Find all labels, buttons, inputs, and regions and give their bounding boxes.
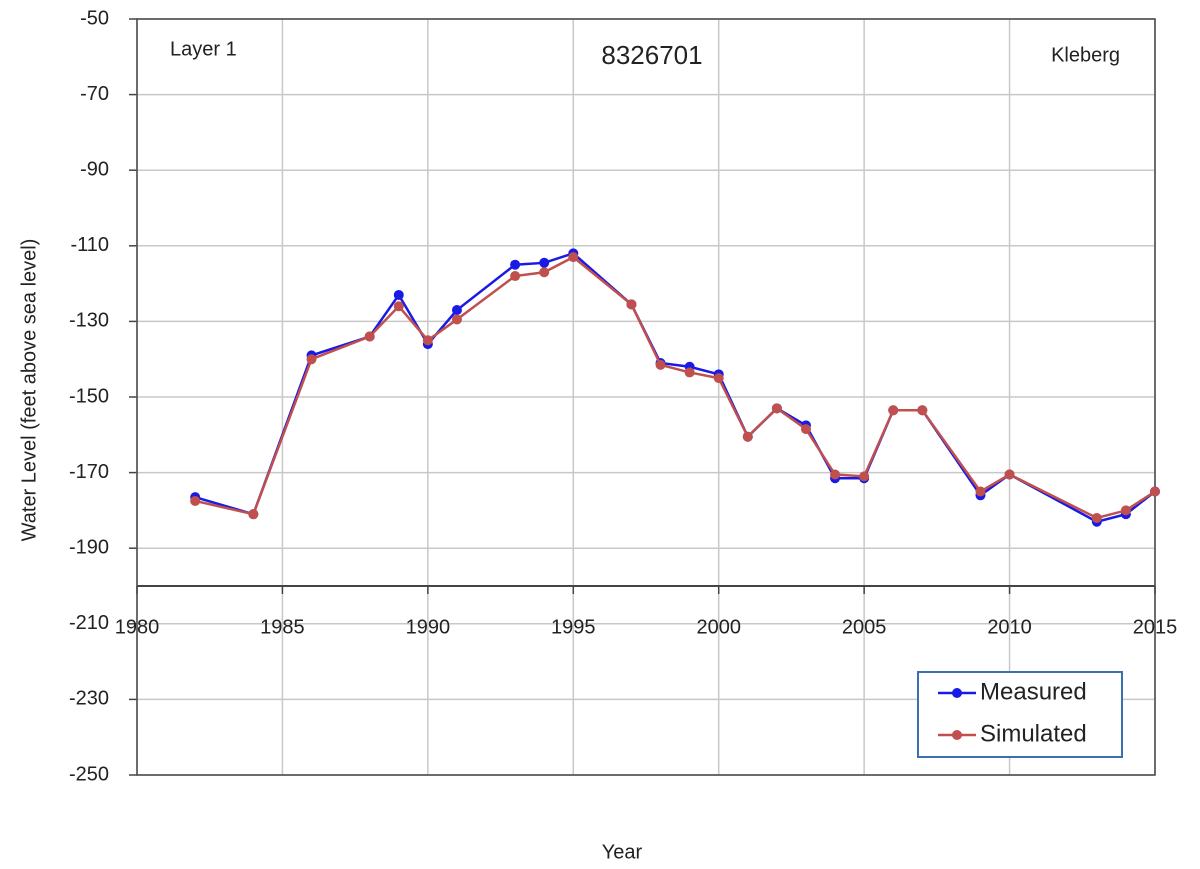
data-point xyxy=(510,259,521,270)
data-point xyxy=(742,431,753,442)
data-point xyxy=(917,405,928,416)
data-point xyxy=(393,301,404,312)
data-point xyxy=(393,289,404,300)
data-point xyxy=(771,403,782,414)
x-tick-label: 1990 xyxy=(406,616,451,638)
legend-marker xyxy=(952,688,962,698)
series-line xyxy=(194,255,1156,520)
y-tick-label: -90 xyxy=(80,158,109,180)
data-point xyxy=(451,305,462,316)
data-point xyxy=(888,405,899,416)
y-tick-label: -50 xyxy=(80,7,109,29)
x-tick-label: 1995 xyxy=(551,616,596,638)
series-line xyxy=(194,251,1156,524)
data-point xyxy=(422,335,433,346)
data-point xyxy=(568,252,579,263)
y-tick-label: -130 xyxy=(69,310,109,332)
data-point xyxy=(1004,469,1015,480)
data-point xyxy=(1150,486,1160,497)
chart-title: 8326701 xyxy=(601,40,702,70)
data-point xyxy=(306,354,317,365)
legend-label: Measured xyxy=(980,678,1087,705)
data-point xyxy=(975,486,986,497)
legend-box xyxy=(917,671,1123,758)
y-tick-label: -210 xyxy=(69,612,109,634)
data-point xyxy=(684,367,695,378)
y-tick-label: -110 xyxy=(70,234,109,256)
x-tick-label: 2005 xyxy=(842,616,887,638)
legend-marker xyxy=(952,730,962,740)
data-point xyxy=(1120,505,1131,516)
data-point xyxy=(248,509,259,520)
data-point xyxy=(539,267,550,278)
y-tick-label: -170 xyxy=(69,461,109,483)
x-tick-label: 1985 xyxy=(260,616,305,638)
y-tick-label: -230 xyxy=(69,688,109,710)
legend: Measured Simulated xyxy=(917,671,1123,758)
data-point xyxy=(510,271,521,282)
y-tick-label: -250 xyxy=(69,763,109,785)
data-point xyxy=(800,424,811,435)
data-point xyxy=(539,257,550,268)
x-tick-label: 2010 xyxy=(987,616,1032,638)
data-point xyxy=(655,359,666,370)
data-point xyxy=(364,331,375,342)
x-tick-label: 2000 xyxy=(696,616,741,638)
x-axis-label: Year xyxy=(602,841,643,863)
data-point xyxy=(859,471,870,482)
data-point xyxy=(190,495,201,506)
legend-label: Simulated xyxy=(980,720,1087,747)
y-axis-label: Water Level (feet above sea level) xyxy=(18,239,40,542)
data-point xyxy=(1091,512,1102,523)
data-point xyxy=(626,299,637,310)
y-tick-label: -150 xyxy=(69,385,109,407)
plot-border xyxy=(136,18,1156,776)
annotation: Layer 1 xyxy=(170,38,237,60)
data-point xyxy=(713,373,724,384)
data-point xyxy=(830,469,841,480)
data-point xyxy=(451,314,462,325)
y-tick-label: -190 xyxy=(69,536,109,558)
annotation: Kleberg xyxy=(1051,44,1120,66)
y-tick-label: -70 xyxy=(80,83,109,105)
